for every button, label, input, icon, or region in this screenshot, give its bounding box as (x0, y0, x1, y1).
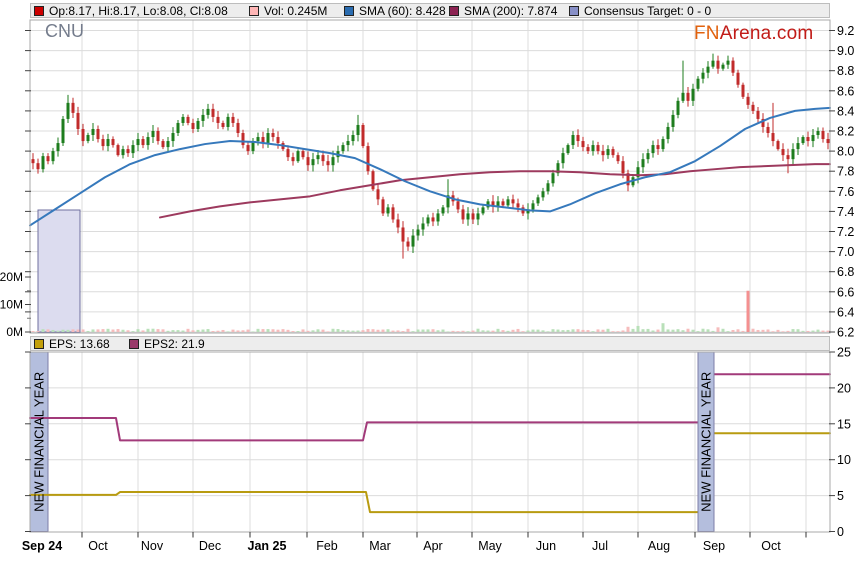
svg-text:8.8: 8.8 (837, 64, 854, 78)
eps-swatch (34, 338, 44, 349)
sma60-swatch (344, 5, 354, 16)
svg-text:NEW FINANCIAL YEAR: NEW FINANCIAL YEAR (32, 372, 47, 512)
volume-label: Vol: 0.245M (264, 3, 328, 18)
svg-text:Apr: Apr (423, 539, 442, 553)
svg-text:Oct: Oct (88, 539, 108, 553)
svg-text:May: May (478, 539, 502, 553)
svg-text:6.6: 6.6 (837, 285, 854, 299)
svg-text:20: 20 (837, 381, 851, 395)
consensus-target-swatch (569, 5, 579, 16)
svg-text:0M: 0M (6, 325, 23, 339)
svg-text:Sep: Sep (703, 539, 725, 553)
sma60-label: SMA (60): 8.428 (359, 3, 446, 18)
eps2-swatch (129, 338, 139, 349)
svg-text:20M: 20M (0, 270, 23, 284)
legend-item-sma60: SMA (60): 8.428 (344, 3, 446, 18)
svg-text:0: 0 (837, 525, 844, 539)
sma200-label: SMA (200): 7.874 (464, 3, 558, 18)
svg-text:10: 10 (837, 453, 851, 467)
eps-label: EPS: 13.68 (49, 336, 110, 351)
legend-item-volume: Vol: 0.245M (249, 3, 328, 18)
svg-text:6.8: 6.8 (837, 265, 854, 279)
ohlc-label: Op:8.17, Hi:8.17, Lo:8.08, Cl:8.08 (49, 3, 228, 18)
svg-text:15: 15 (837, 417, 851, 431)
svg-text:Aug: Aug (648, 539, 670, 553)
svg-text:7.6: 7.6 (837, 185, 854, 199)
svg-text:Feb: Feb (316, 539, 338, 553)
legend-item-eps2: EPS2: 21.9 (129, 336, 205, 351)
svg-text:Jul: Jul (592, 539, 608, 553)
svg-text:7.2: 7.2 (837, 225, 854, 239)
svg-text:8.6: 8.6 (837, 84, 854, 98)
eps-legend-bar: EPS: 13.68 EPS2: 21.9 (30, 336, 830, 351)
svg-text:6.4: 6.4 (837, 305, 854, 319)
svg-text:5: 5 (837, 489, 844, 503)
eps2-label: EPS2: 21.9 (144, 336, 205, 351)
svg-text:7.0: 7.0 (837, 245, 854, 259)
svg-text:Jun: Jun (536, 539, 556, 553)
svg-text:9.2: 9.2 (837, 24, 854, 38)
svg-text:9.0: 9.0 (837, 44, 854, 58)
svg-text:Jan 25: Jan 25 (248, 539, 287, 553)
sma200-swatch (449, 5, 459, 16)
volume-swatch (249, 5, 259, 16)
svg-text:7.8: 7.8 (837, 165, 854, 179)
svg-text:25: 25 (837, 346, 851, 360)
legend-item-sma200: SMA (200): 7.874 (449, 3, 558, 18)
fnarena-logo[interactable]: FNArena.com (694, 23, 813, 45)
svg-text:Oct: Oct (761, 539, 781, 553)
svg-text:6.2: 6.2 (837, 326, 854, 340)
legend-item-ohlc: Op:8.17, Hi:8.17, Lo:8.08, Cl:8.08 (34, 3, 228, 18)
fnarena-logo-fn: FN (694, 23, 720, 44)
svg-text:Sep 24: Sep 24 (22, 539, 62, 553)
fnarena-logo-rest: Arena.com (719, 23, 814, 44)
svg-text:NEW FINANCIAL YEAR: NEW FINANCIAL YEAR (699, 372, 714, 512)
ohlc-swatch (34, 5, 44, 16)
svg-text:7.4: 7.4 (837, 205, 854, 219)
svg-text:Nov: Nov (141, 539, 164, 553)
svg-text:8.0: 8.0 (837, 145, 854, 159)
ticker-symbol: CNU (45, 21, 84, 41)
svg-text:8.2: 8.2 (837, 125, 854, 139)
svg-text:8.4: 8.4 (837, 104, 854, 118)
svg-text:Dec: Dec (199, 539, 221, 553)
consensus-target-label: Consensus Target: 0 - 0 (584, 3, 712, 18)
svg-text:Mar: Mar (369, 539, 391, 553)
legend-item-consensus-target: Consensus Target: 0 - 0 (569, 3, 712, 18)
svg-text:10M: 10M (0, 298, 23, 312)
price-legend-bar: Op:8.17, Hi:8.17, Lo:8.08, Cl:8.08 Vol: … (30, 3, 830, 18)
legend-item-eps: EPS: 13.68 (34, 336, 110, 351)
